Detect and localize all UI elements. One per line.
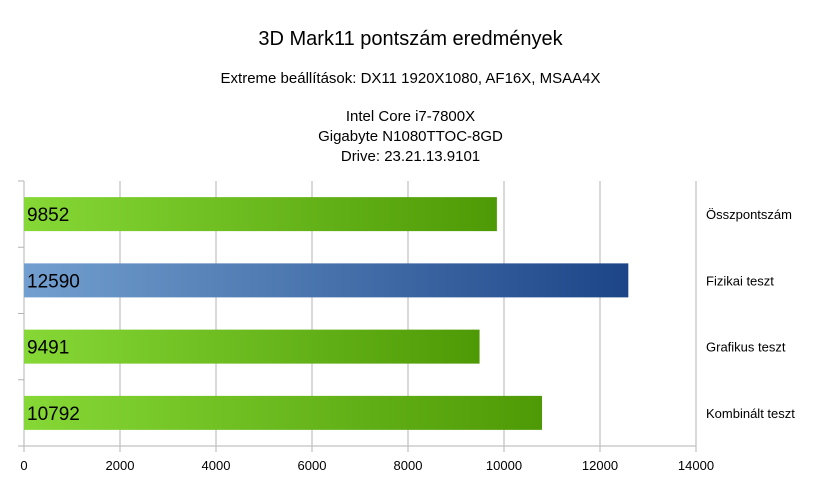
system-gpu: Gigabyte N1080TTOC-8GD: [318, 128, 503, 145]
bar: [24, 329, 480, 364]
chart-subtitle: Extreme beállítások: DX11 1920X1080, AF1…: [220, 70, 601, 87]
x-tick-label: 12000: [582, 458, 618, 473]
x-tick-label: 2000: [106, 458, 135, 473]
system-driver: Drive: 23.21.13.9101: [340, 148, 481, 165]
category-label: Grafikus teszt: [706, 340, 786, 355]
x-tick-label: 8000: [394, 458, 423, 473]
system-cpu: Intel Core i7-7800X: [345, 108, 476, 125]
chart-title: 3D Mark11 pontszám eredmények: [258, 28, 563, 50]
category-label: Összpontszám: [706, 207, 792, 222]
bar: [24, 395, 543, 430]
x-tick-label: 6000: [298, 458, 327, 473]
bar: [24, 263, 629, 298]
category-label: Fizikai teszt: [706, 273, 774, 288]
system-info: Intel Core i7-7800X Gigabyte N1080TTOC-8…: [0, 107, 821, 167]
x-tick-label: 0: [20, 458, 27, 473]
bar-value-label: 9491: [27, 338, 69, 359]
bar-value-label: 9852: [27, 205, 69, 226]
bar: [24, 197, 497, 232]
x-tick-label: 14000: [678, 458, 714, 473]
bar-value-label: 12590: [27, 271, 80, 292]
x-tick-label: 10000: [486, 458, 522, 473]
category-label: Kombinált teszt: [706, 406, 795, 421]
bar-value-label: 10792: [27, 404, 80, 425]
x-tick-label: 4000: [202, 458, 231, 473]
